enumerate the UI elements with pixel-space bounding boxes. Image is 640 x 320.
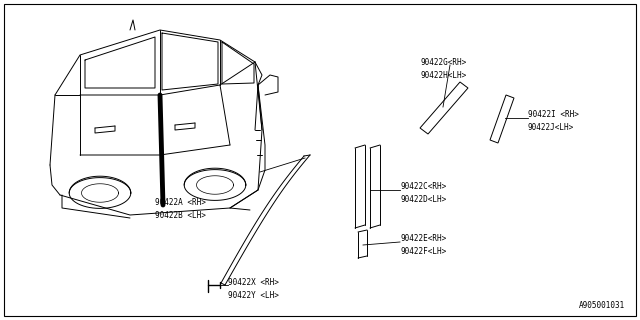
Text: 90422C<RH>
90422D<LH>: 90422C<RH> 90422D<LH> (400, 182, 446, 204)
Text: A905001031: A905001031 (579, 301, 625, 310)
Text: 90422X <RH>
90422Y <LH>: 90422X <RH> 90422Y <LH> (228, 278, 279, 300)
Text: 90422A <RH>
90422B <LH>: 90422A <RH> 90422B <LH> (155, 198, 206, 220)
Text: 90422E<RH>
90422F<LH>: 90422E<RH> 90422F<LH> (400, 234, 446, 255)
Text: 90422G<RH>
90422H<LH>: 90422G<RH> 90422H<LH> (420, 58, 467, 79)
Text: 90422I <RH>
90422J<LH>: 90422I <RH> 90422J<LH> (528, 110, 579, 132)
